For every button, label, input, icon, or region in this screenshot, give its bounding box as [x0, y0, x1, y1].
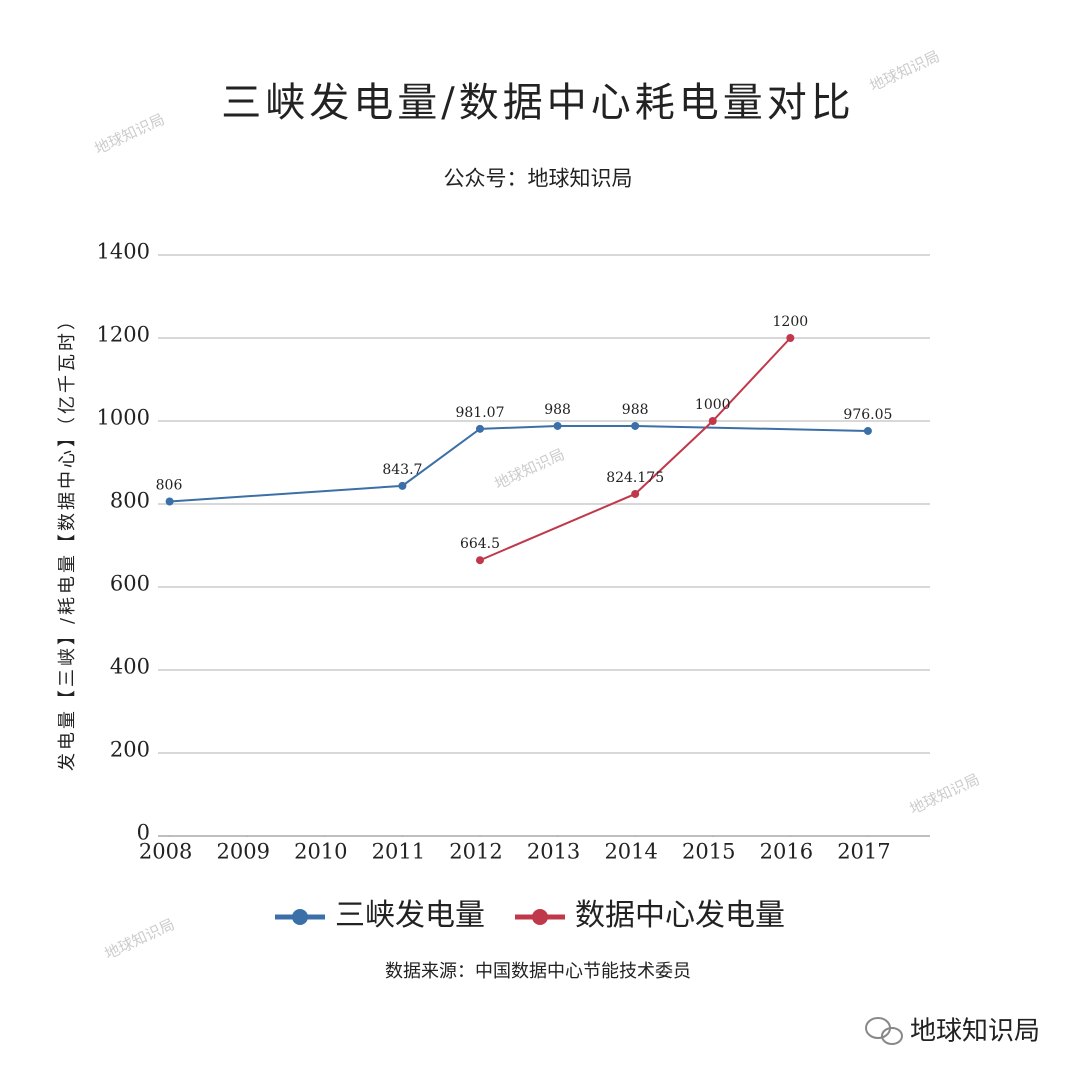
value-label: 1200: [773, 314, 809, 330]
x-tick-label: 2009: [216, 840, 269, 864]
x-tick-label: 2008: [139, 840, 192, 864]
y-tick-label: 800: [110, 489, 150, 513]
value-label: 843.7: [382, 462, 422, 478]
x-tick-label: 2016: [760, 840, 813, 864]
logo: 地球知识局: [865, 1017, 1040, 1047]
y-axis-label: 发电量【三峡】/耗电量【数据中心】（亿千瓦时）: [57, 309, 78, 771]
y-tick-label: 200: [110, 738, 150, 762]
chart-title: 三峡发电量/数据中心耗电量对比: [221, 80, 854, 126]
y-tick-label: 0: [137, 821, 150, 845]
value-label: 976.05: [843, 407, 892, 423]
y-tick-label: 600: [110, 572, 150, 596]
point: [631, 489, 640, 498]
point: [165, 497, 174, 506]
value-label: 988: [544, 402, 571, 418]
y-tick-label: 1400: [97, 240, 150, 264]
value-label: 806: [156, 478, 183, 494]
point: [398, 481, 407, 490]
value-label: 988: [622, 402, 649, 418]
x-tick-label: 2017: [837, 840, 890, 864]
source: 数据来源：中国数据中心节能技术委员: [385, 961, 691, 982]
y-tick-label: 1200: [97, 323, 150, 347]
value-label: 1000: [695, 397, 731, 413]
legend-marker: [292, 909, 308, 925]
chart-subtitle: 公众号：地球知识局: [444, 167, 633, 191]
point: [475, 424, 484, 433]
legend-marker: [532, 909, 548, 925]
value-label: 664.5: [460, 536, 500, 552]
watermark: 地球知识局: [867, 47, 943, 95]
x-tick-label: 2015: [682, 840, 735, 864]
value-label: 824.175: [606, 470, 664, 486]
point: [475, 556, 484, 565]
watermark: 地球知识局: [92, 110, 168, 158]
watermark: 地球知识局: [907, 770, 983, 818]
point: [631, 421, 640, 430]
x-tick-label: 2012: [449, 840, 502, 864]
watermark: 地球知识局: [492, 445, 568, 493]
series-line: [169, 424, 868, 503]
watermark: 地球知识局: [102, 915, 178, 963]
point: [708, 417, 717, 425]
x-tick-label: 2010: [294, 840, 347, 864]
x-tick-label: 2011: [372, 840, 425, 864]
point: [863, 426, 872, 435]
legend-label: 数据中心发电量: [575, 898, 785, 933]
point: [553, 421, 562, 430]
point: [786, 334, 795, 342]
legend-label: 三峡发电量: [335, 898, 485, 933]
series-line: [479, 337, 792, 562]
logo-text: 地球知识局: [910, 1017, 1040, 1047]
value-label: 981.07: [455, 405, 504, 421]
x-tick-label: 2013: [527, 840, 580, 864]
y-tick-label: 1000: [97, 406, 150, 430]
y-tick-label: 400: [110, 655, 150, 679]
x-tick-label: 2014: [604, 840, 657, 864]
